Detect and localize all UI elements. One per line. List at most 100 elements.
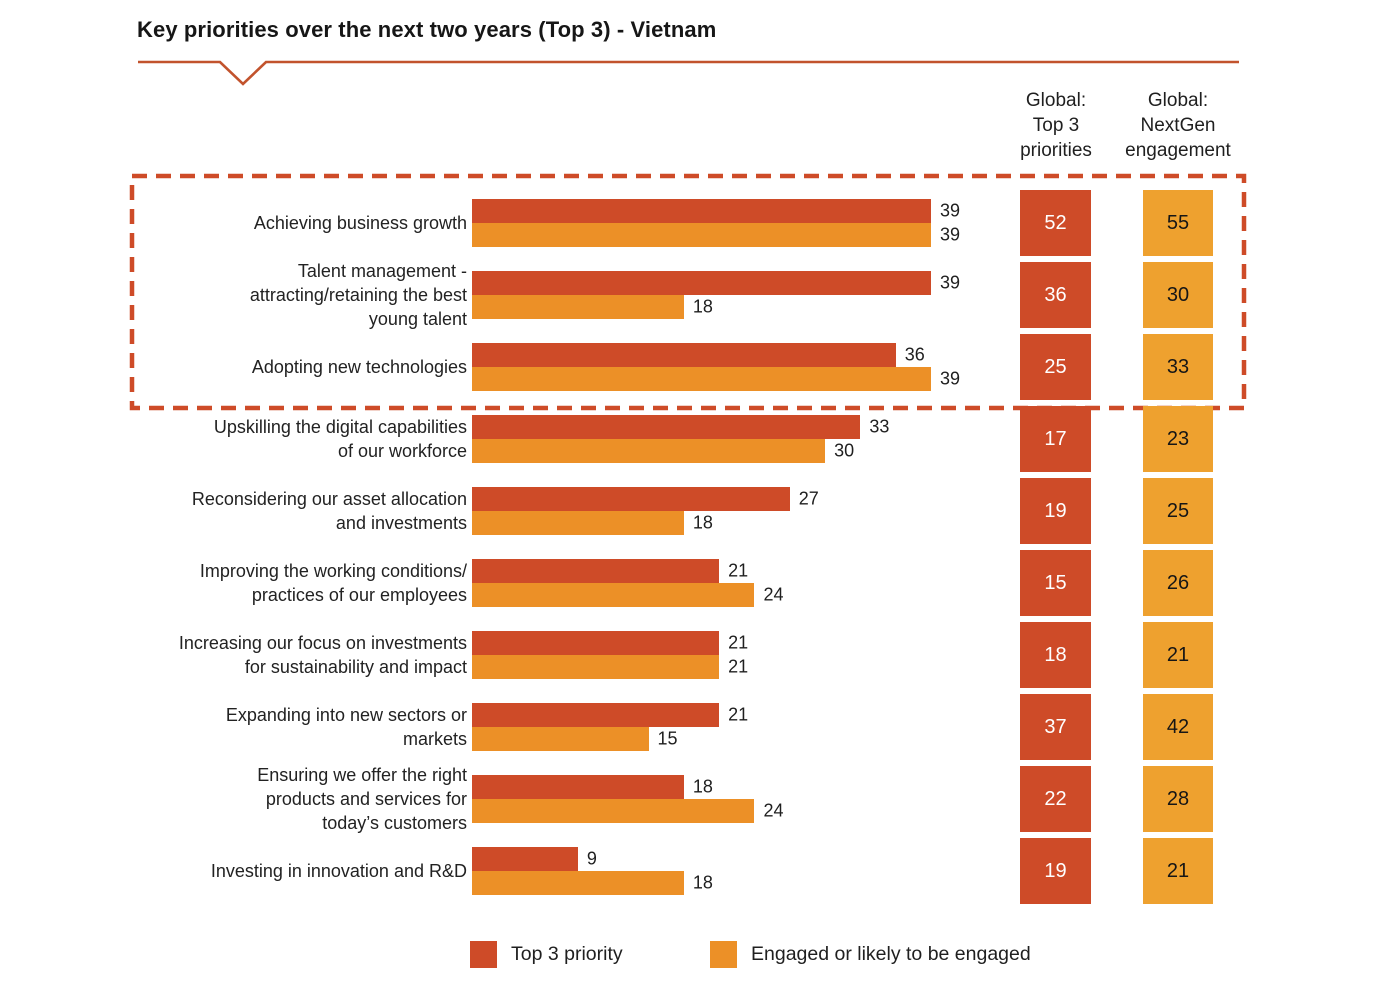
engaged-bar: 39 [472,367,960,391]
category-label: Ensuring we offer the right products and… [257,765,467,833]
engaged-value: 39 [940,368,961,389]
engaged-bar: 21 [472,655,748,679]
engaged-value: 18 [692,872,713,893]
chart-row: Ensuring we offer the right products and… [135,763,1240,835]
top3-priority-bar: 18 [472,775,713,799]
legend-engaged: Engaged or likely to be engaged [710,941,1031,968]
global-top3-box: 52 [1020,190,1091,256]
engaged-bar: 15 [472,727,678,751]
top3-priority-value: 36 [904,344,925,365]
bar-pair: 21 24 [472,559,784,607]
global-nextgen-box: 21 [1143,622,1213,688]
category-label: Expanding into new sectors or markets [225,705,467,749]
global-nextgen-box: 21 [1143,838,1213,904]
engaged-bar: 30 [472,439,854,463]
top3-priority-value: 21 [728,632,749,653]
engaged-value: 24 [763,584,784,605]
engaged-value: 18 [692,512,713,533]
top3-priority-bar: 39 [472,199,960,223]
engaged-value: 21 [728,656,749,677]
bar-pair: 9 18 [472,847,713,895]
global-top3-column-header: Global: Top 3 priorities [1020,90,1092,161]
global-nextgen-box: 28 [1143,766,1213,832]
legend-top3-swatch [470,941,497,968]
chart-row: Improving the working conditions/ practi… [135,547,1240,619]
chart-row: Adopting new technologies 36 39 25 33 [135,331,1240,403]
top3-priority-value: 33 [869,416,890,437]
global-top3-box: 22 [1020,766,1091,832]
engaged-value: 15 [657,728,678,749]
chart-row: Upskilling the digital capabilities of o… [135,403,1240,475]
chart-row: Investing in innovation and R&D 9 18 19 … [135,835,1240,907]
engaged-bar: 24 [472,799,784,823]
bar-pair: 21 21 [472,631,748,679]
engaged-bar: 18 [472,511,713,535]
top3-priority-value: 27 [798,488,819,509]
global-nextgen-column-header: Global: NextGen engagement [1125,90,1231,161]
global-top3-box: 15 [1020,550,1091,616]
engaged-bar: 18 [472,871,713,895]
global-top3-box: 36 [1020,262,1091,328]
global-top3-box: 18 [1020,622,1091,688]
legend-top3: Top 3 priority [470,941,623,968]
global-top3-box: 25 [1020,334,1091,400]
category-label: Investing in innovation and R&D [210,861,467,881]
category-label: Talent management - attracting/retaining… [249,261,467,329]
global-nextgen-box: 23 [1143,406,1213,472]
bar-pair: 18 24 [472,775,784,823]
legend-top3-label: Top 3 priority [511,943,623,965]
bar-pair: 36 39 [472,343,960,391]
legend-engaged-label: Engaged or likely to be engaged [751,943,1031,965]
title-underline-notch [138,60,1239,86]
global-top3-box: 37 [1020,694,1091,760]
bar-pair: 21 15 [472,703,748,751]
global-nextgen-box: 25 [1143,478,1213,544]
global-nextgen-box: 55 [1143,190,1213,256]
chart-row: Achieving business growth 39 39 52 55 [135,187,1240,259]
global-nextgen-box: 30 [1143,262,1213,328]
top3-priority-value: 21 [728,704,749,725]
global-nextgen-box: 42 [1143,694,1213,760]
category-label: Increasing our focus on investments for … [178,633,467,677]
bar-pair: 33 30 [472,415,889,463]
top3-priority-value: 39 [940,200,961,221]
top3-priority-bar: 36 [472,343,925,367]
top3-priority-bar: 9 [472,847,597,871]
engaged-value: 18 [692,296,713,317]
category-label: Improving the working conditions/ practi… [199,561,467,605]
engaged-value: 24 [763,800,784,821]
top3-priority-bar: 33 [472,415,889,439]
engaged-bar: 39 [472,223,960,247]
chart-row: Reconsidering our asset allocation and i… [135,475,1240,547]
category-label: Reconsidering our asset allocation and i… [191,489,467,533]
bar-chart: Achieving business growth 39 39 52 55 Ta… [129,173,1247,907]
top3-priority-value: 39 [940,272,961,293]
legend-engaged-swatch [710,941,737,968]
chart-row: Expanding into new sectors or markets 21… [135,691,1240,763]
top3-priority-bar: 21 [472,559,748,583]
top3-priority-value: 9 [586,848,597,869]
global-top3-box: 17 [1020,406,1091,472]
page-title: Key priorities over the next two years (… [137,17,717,42]
bar-pair: 27 18 [472,487,819,535]
bar-pair: 39 39 [472,199,960,247]
chart-row: Increasing our focus on investments for … [135,619,1240,691]
engaged-value: 30 [834,440,855,461]
chart-row: Talent management - attracting/retaining… [135,259,1240,331]
engaged-bar: 24 [472,583,784,607]
category-label: Adopting new technologies [251,357,467,377]
category-label: Achieving business growth [253,213,467,233]
global-top3-box: 19 [1020,838,1091,904]
global-top3-box: 19 [1020,478,1091,544]
top3-priority-value: 18 [692,776,713,797]
engaged-value: 39 [940,224,961,245]
top3-priority-bar: 27 [472,487,819,511]
global-nextgen-box: 33 [1143,334,1213,400]
category-label: Upskilling the digital capabilities of o… [213,417,467,461]
bar-pair: 39 18 [472,271,960,319]
top3-priority-bar: 39 [472,271,960,295]
top3-priority-bar: 21 [472,631,748,655]
top3-priority-value: 21 [728,560,749,581]
engaged-bar: 18 [472,295,713,319]
